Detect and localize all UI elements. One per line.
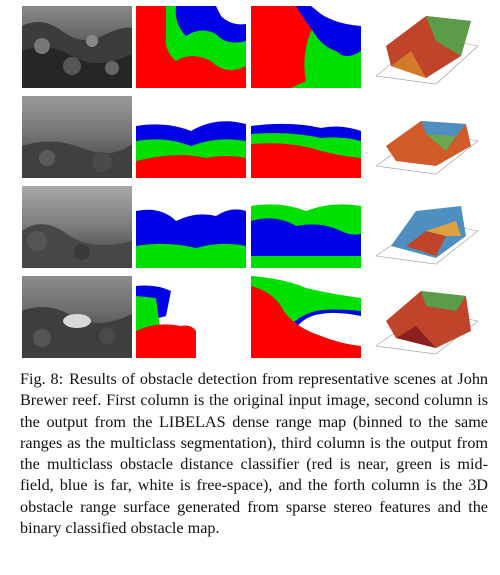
libelas-range-map-2 (136, 96, 246, 178)
range-surface-3d-4 (366, 276, 486, 358)
input-image-1 (22, 6, 132, 88)
input-image-3 (22, 186, 132, 268)
multiclass-classifier-1 (251, 6, 361, 88)
libelas-range-map-1 (136, 6, 246, 88)
range-surface-3d-1 (366, 6, 486, 88)
figure-row-3 (22, 186, 486, 268)
figure-8 (22, 6, 486, 358)
figure-label: Fig. 8: (20, 370, 64, 388)
libelas-range-map-3 (136, 186, 246, 268)
input-image-4 (22, 276, 132, 358)
input-image-2 (22, 96, 132, 178)
range-surface-3d-2 (366, 96, 486, 178)
caption-text: Results of obstacle detection from repre… (20, 370, 489, 538)
figure-caption: Fig. 8: Results of obstacle detection fro… (20, 369, 488, 539)
multiclass-classifier-3 (251, 186, 361, 268)
range-surface-3d-3 (366, 186, 486, 268)
figure-row-4 (22, 276, 486, 358)
multiclass-classifier-4 (251, 276, 361, 358)
libelas-range-map-4 (136, 276, 246, 358)
multiclass-classifier-2 (251, 96, 361, 178)
figure-row-1 (22, 6, 486, 88)
figure-row-2 (22, 96, 486, 178)
